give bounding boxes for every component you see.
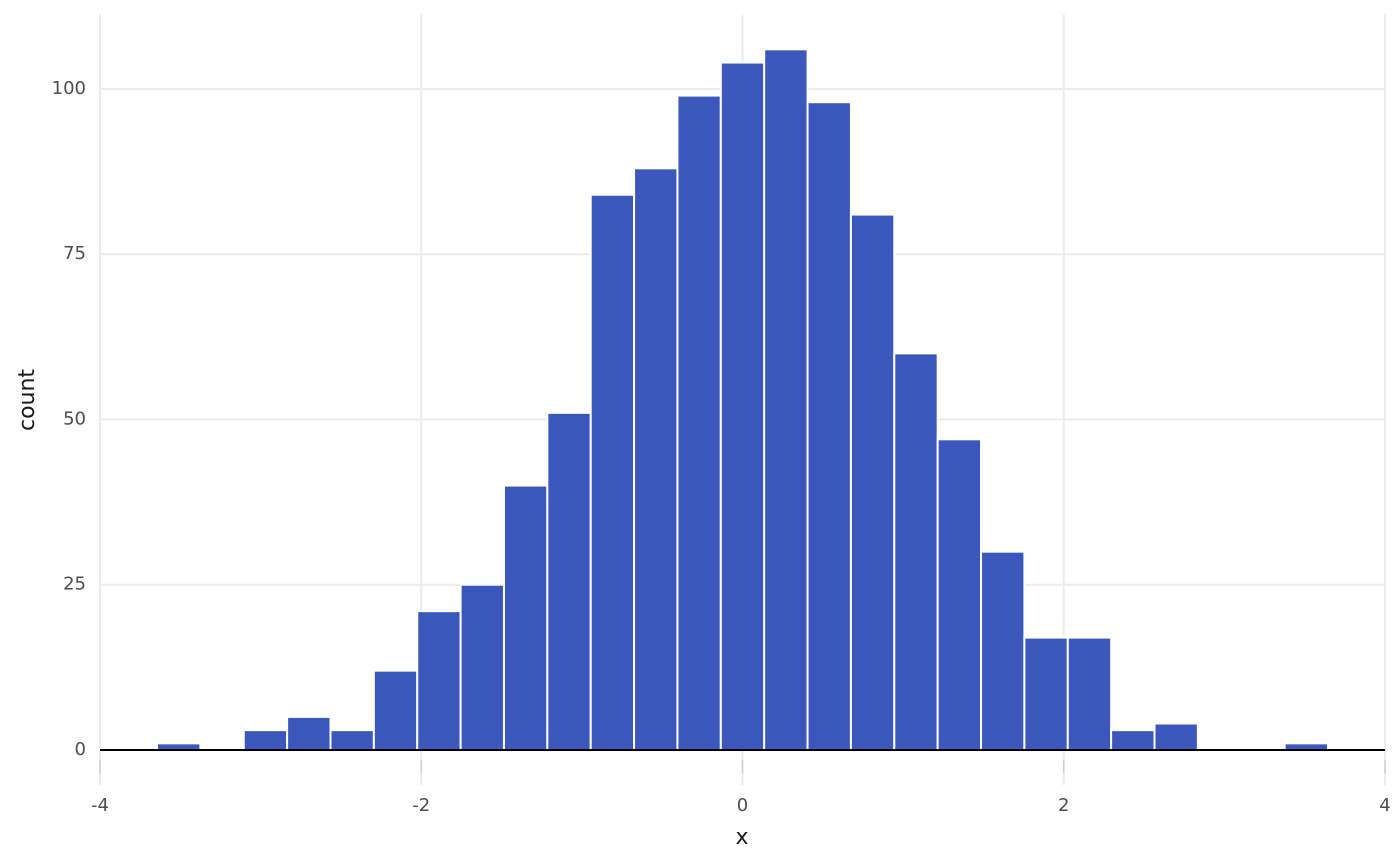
bar [416, 610, 462, 751]
bar [589, 193, 636, 751]
bar [1066, 636, 1113, 751]
x-tick-label: 4 [1379, 795, 1390, 816]
bar [372, 669, 419, 751]
x-tick-label: 2 [1058, 795, 1069, 816]
x-axis-title: x [735, 825, 748, 850]
bar [676, 94, 722, 751]
bar [1110, 729, 1156, 751]
bar [936, 438, 983, 751]
bar [633, 167, 679, 751]
bar [806, 101, 852, 751]
bar [242, 729, 289, 751]
bar [763, 48, 809, 751]
bar [546, 411, 592, 751]
y-tick-label: 50 [63, 408, 86, 429]
y-axis-title: count [15, 369, 40, 431]
bar [459, 583, 505, 751]
y-tick-label: 0 [75, 739, 86, 760]
bar [893, 352, 939, 751]
bar [1153, 722, 1199, 751]
y-tick-label: 75 [63, 243, 86, 264]
x-tick-label: 0 [737, 795, 748, 816]
bar [1023, 636, 1069, 751]
bar [286, 715, 332, 751]
bar [849, 213, 896, 751]
y-tick-label: 100 [52, 78, 86, 99]
x-tick-label: -2 [412, 795, 430, 816]
bar [329, 729, 375, 751]
bar [980, 550, 1026, 751]
bar [719, 61, 766, 751]
x-tick-label: -4 [91, 795, 109, 816]
bar [502, 484, 549, 751]
y-tick-label: 25 [63, 574, 86, 595]
